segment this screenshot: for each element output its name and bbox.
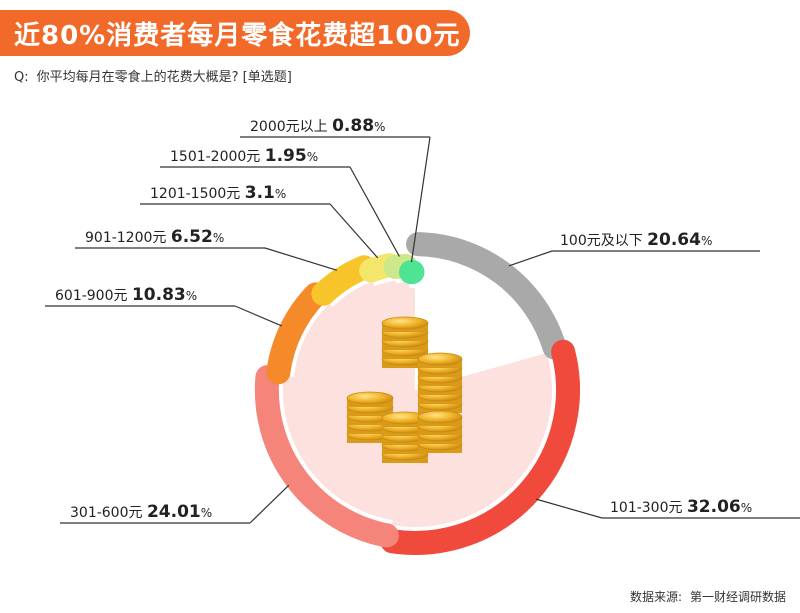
slice-value-5: 6.52 (171, 227, 213, 247)
label-layer: 100元及以下 20.64%101-300元 32.06%301-600元 24… (45, 116, 800, 524)
slice-value-2: 32.06 (687, 497, 741, 517)
slice-value-1: 20.64 (647, 230, 701, 250)
slice-unit-7: % (307, 150, 318, 164)
slice-label-4: 601-900元 10.83% (45, 285, 283, 327)
slice-value-4: 10.83 (132, 285, 186, 305)
coin-face (417, 410, 463, 424)
survey-question: Q: 你平均每月在零食上的花费大概是? [单选题] (14, 66, 292, 85)
slice-label-text-8: 2000元以上 0.88% (250, 116, 385, 136)
slice-unit-5: % (213, 231, 224, 245)
slice-unit-6: % (275, 187, 286, 201)
ring-layer (254, 232, 580, 555)
slice-unit-2: % (741, 501, 752, 515)
slice-category-4: 601-900元 (55, 288, 132, 304)
slice-category-8: 2000元以上 (250, 119, 332, 135)
slice-value-6: 3.1 (245, 183, 275, 203)
slice-arc-2 (380, 339, 580, 555)
leader-line-4 (234, 305, 283, 327)
slice-label-text-4: 601-900元 10.83% (55, 285, 197, 305)
slice-label-text-7: 1501-2000元 1.95% (170, 146, 318, 166)
slice-category-6: 1201-1500元 (150, 186, 245, 202)
slice-label-text-5: 901-1200元 6.52% (85, 227, 224, 247)
chart-title: 近80%消费者每月零食花费超100元 (0, 10, 470, 56)
leader-line-8 (410, 136, 431, 263)
slice-label-5: 901-1200元 6.52% (75, 227, 338, 271)
slice-unit-3: % (201, 506, 212, 520)
leader-line-7 (349, 166, 400, 257)
leader-line-2 (535, 498, 603, 519)
slice-category-1: 100元及以下 (560, 233, 647, 249)
leader-line-3 (249, 484, 290, 524)
slice-category-3: 301-600元 (70, 505, 147, 521)
slice-label-text-2: 101-300元 32.06% (610, 497, 752, 517)
slice-arc-3 (254, 365, 399, 548)
slice-arc-1 (406, 232, 567, 360)
question-label: Q: (14, 70, 29, 85)
leader-line-5 (264, 247, 338, 271)
leader-line-6 (329, 203, 379, 259)
slice-category-5: 901-1200元 (85, 230, 171, 246)
slice-category-2: 101-300元 (610, 500, 687, 516)
slice-label-6: 1201-1500元 3.1% (140, 183, 379, 259)
source-label: 数据来源: (629, 590, 682, 604)
leader-line-1 (508, 250, 553, 267)
slice-unit-1: % (701, 234, 712, 248)
slice-label-2: 101-300元 32.06% (535, 497, 800, 519)
slice-value-7: 1.95 (265, 146, 307, 166)
slice-label-7: 1501-2000元 1.95% (160, 146, 400, 257)
slice-label-text-1: 100元及以下 20.64% (560, 230, 712, 250)
coin-face (381, 316, 429, 330)
slice-label-3: 301-600元 24.01% (60, 484, 290, 524)
slice-value-8: 0.88 (332, 116, 374, 136)
slice-label-1: 100元及以下 20.64% (508, 230, 760, 267)
slice-unit-8: % (374, 120, 385, 134)
slice-arc-4 (266, 282, 328, 385)
slice-category-7: 1501-2000元 (170, 149, 265, 165)
slice-sector-4 (293, 303, 415, 390)
data-source: 数据来源: 第一财经调研数据 (622, 588, 786, 605)
source-value: 第一财经调研数据 (689, 590, 786, 604)
question-text: 你平均每月在零食上的花费大概是? [单选题] (36, 70, 292, 85)
chart-title-text: 近80%消费者每月零食花费超100元 (14, 20, 461, 51)
coin-face (417, 352, 463, 366)
slice-value-3: 24.01 (147, 502, 201, 522)
slice-unit-4: % (186, 289, 197, 303)
coin-face (346, 391, 394, 405)
slice-label-text-3: 301-600元 24.01% (70, 502, 212, 522)
coins-illustration (346, 316, 463, 463)
slice-label-text-6: 1201-1500元 3.1% (150, 183, 286, 203)
slice-label-8: 2000元以上 0.88% (240, 116, 431, 263)
